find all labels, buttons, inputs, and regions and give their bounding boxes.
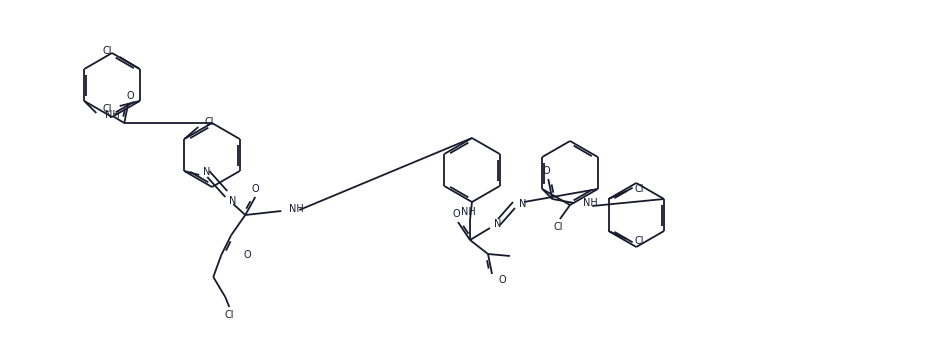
Text: O: O: [251, 184, 259, 194]
Text: Cl: Cl: [553, 222, 563, 232]
Text: NH: NH: [461, 207, 476, 217]
Text: Cl: Cl: [634, 184, 644, 194]
Text: Cl: Cl: [204, 117, 213, 127]
Text: N: N: [494, 219, 501, 229]
Text: Cl: Cl: [102, 104, 111, 114]
Text: N: N: [519, 199, 527, 209]
Text: O: O: [244, 250, 251, 260]
Text: NH: NH: [106, 110, 120, 120]
Text: O: O: [452, 209, 460, 219]
Text: Cl: Cl: [634, 236, 644, 246]
Text: O: O: [498, 275, 506, 285]
Text: NH: NH: [289, 204, 304, 214]
Text: Cl: Cl: [102, 46, 111, 56]
Text: O: O: [543, 166, 550, 176]
Text: N: N: [203, 167, 211, 177]
Text: NH: NH: [583, 198, 598, 208]
Text: O: O: [126, 91, 134, 101]
Text: Cl: Cl: [225, 310, 234, 320]
Text: N: N: [229, 196, 237, 206]
